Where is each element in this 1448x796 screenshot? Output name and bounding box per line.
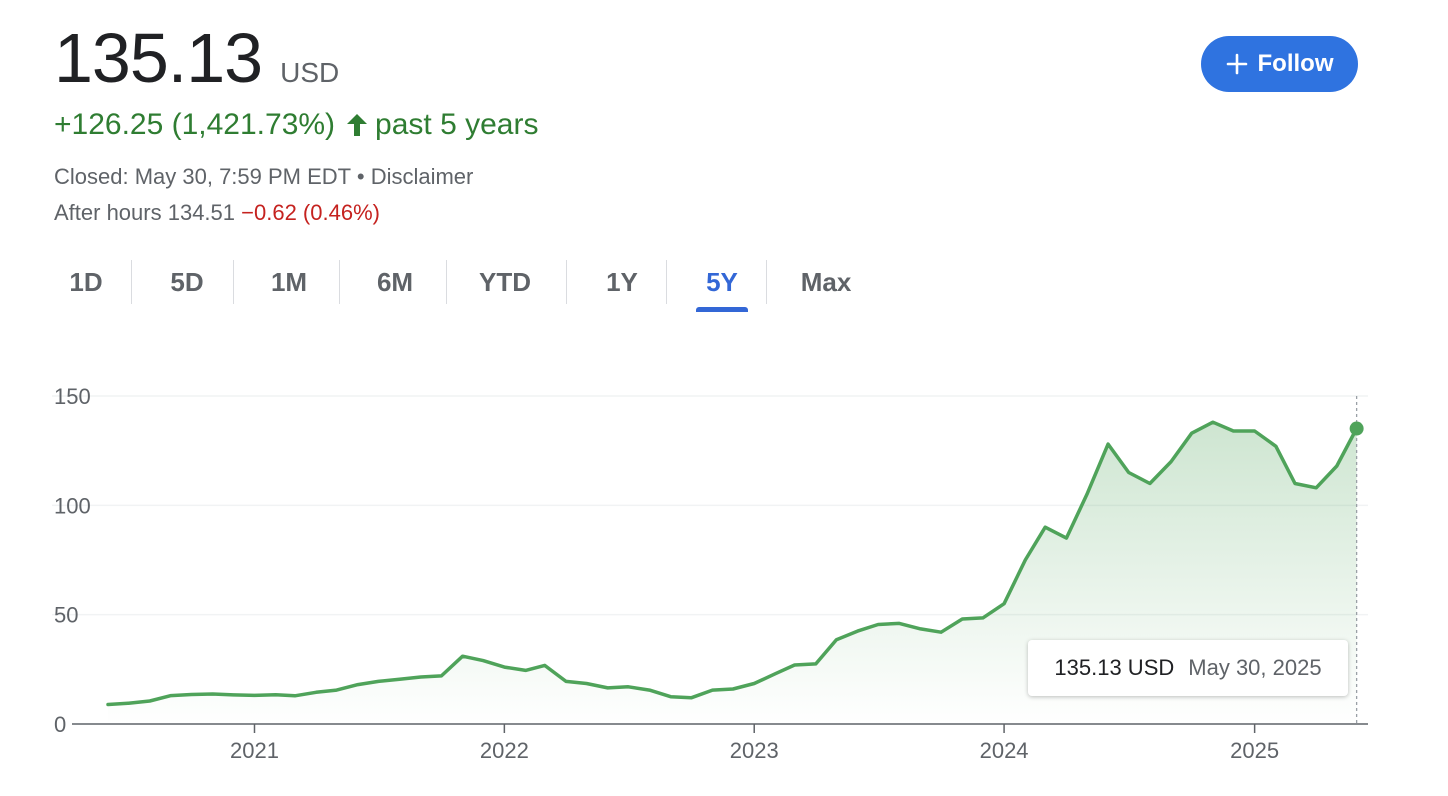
after-hours-price: After hours 134.51: [54, 200, 236, 225]
x-tick-label: 2022: [480, 738, 529, 763]
separator-dot: •: [356, 164, 365, 189]
current-price: 135.13: [54, 19, 263, 97]
arrow-up-icon: [347, 114, 368, 136]
tab-divider: [233, 260, 234, 304]
tab-5y[interactable]: 5Y: [692, 258, 752, 308]
tab-5d[interactable]: 5D: [170, 267, 204, 297]
plus-icon: [1226, 53, 1247, 75]
price-header: 135.13 USD: [54, 18, 339, 98]
tab-divider: [666, 260, 667, 304]
x-tick-label: 2023: [730, 738, 779, 763]
x-tick-label: 2024: [980, 738, 1029, 763]
tab-divider: [766, 260, 767, 304]
closed-time: Closed: May 30, 7:59 PM EDT: [54, 164, 351, 189]
y-tick-label: 0: [54, 712, 66, 737]
tab-1y[interactable]: 1Y: [606, 267, 638, 297]
price-change: +126.25 (1,421.73%) past 5 years: [54, 108, 538, 142]
x-tick-label: 2025: [1230, 738, 1279, 763]
y-tick-label: 100: [54, 493, 91, 518]
y-tick-label: 150: [54, 384, 91, 409]
follow-button[interactable]: Follow: [1201, 36, 1358, 92]
market-status: Closed: May 30, 7:59 PM EDT • Disclaimer: [54, 164, 473, 190]
tab-1d[interactable]: 1D: [69, 267, 103, 297]
tab-divider: [131, 260, 132, 304]
tab-6m[interactable]: 6M: [376, 267, 414, 297]
after-hours-change: −0.62 (0.46%): [241, 200, 380, 225]
tab-divider: [566, 260, 567, 304]
x-tick-label: 2021: [230, 738, 279, 763]
tab-ytd[interactable]: YTD: [479, 267, 531, 297]
tab-divider: [339, 260, 340, 304]
y-tick-label: 50: [54, 603, 78, 628]
tooltip-date: May 30, 2025: [1188, 655, 1322, 680]
chart-tooltip: 135.13 USD May 30, 2025: [1028, 640, 1348, 696]
tab-max[interactable]: Max: [800, 267, 852, 297]
currency-label: USD: [280, 57, 340, 88]
last-point: [1349, 421, 1364, 436]
follow-label: Follow: [1257, 50, 1334, 77]
after-hours: After hours 134.51 −0.62 (0.46%): [54, 200, 380, 226]
change-period: past 5 years: [375, 108, 539, 141]
series-line: [106, 420, 1359, 707]
change-value: +126.25 (1,421.73%): [54, 108, 336, 141]
tooltip-value: 135.13 USD: [1054, 655, 1175, 680]
tab-1m[interactable]: 1M: [270, 267, 308, 297]
tab-divider: [446, 260, 447, 304]
disclaimer-link[interactable]: Disclaimer: [370, 164, 474, 189]
